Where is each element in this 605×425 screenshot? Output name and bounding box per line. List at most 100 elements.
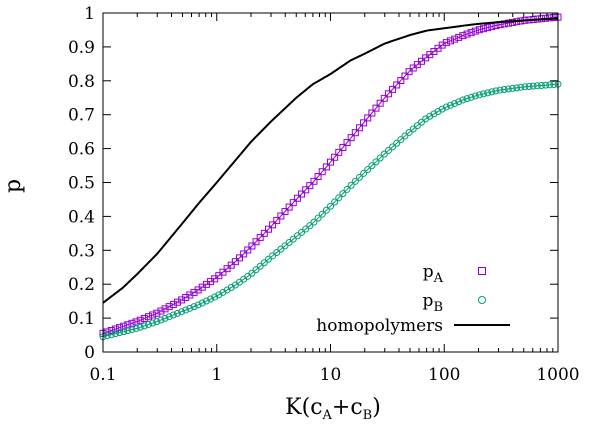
data-point	[124, 327, 132, 335]
data-point	[298, 228, 306, 236]
data-point	[467, 93, 475, 101]
data-point	[252, 238, 260, 246]
data-point	[269, 252, 277, 260]
data-point	[186, 304, 194, 312]
data-point	[393, 139, 401, 147]
data-point	[405, 68, 413, 76]
legend-label-homo: homopolymers	[316, 316, 443, 336]
data-point	[331, 198, 339, 206]
data-point	[223, 265, 231, 273]
data-point	[236, 254, 243, 262]
data-point	[463, 30, 471, 38]
data-point	[384, 90, 392, 98]
data-point	[140, 322, 148, 330]
data-point	[149, 319, 157, 327]
data-point	[339, 190, 347, 198]
series-line-homo	[102, 17, 559, 304]
y-axis-label: p	[1, 179, 26, 193]
data-point	[459, 32, 467, 40]
data-point	[455, 98, 463, 106]
data-point	[322, 206, 330, 214]
plot-area	[99, 13, 562, 341]
data-point	[132, 325, 140, 333]
data-point	[264, 225, 272, 233]
data-point	[149, 311, 157, 319]
data-point	[194, 301, 202, 309]
data-point	[140, 314, 148, 322]
data-point	[376, 99, 384, 107]
data-point	[550, 13, 558, 21]
data-point	[161, 314, 169, 322]
data-point	[368, 162, 376, 170]
data-point	[178, 296, 186, 304]
x-tick-label: 1	[211, 365, 222, 385]
data-point	[273, 248, 281, 256]
data-point	[480, 90, 488, 98]
data-point	[289, 235, 297, 243]
data-point	[111, 330, 119, 338]
data-point	[264, 255, 272, 263]
y-tick-label: 0	[84, 343, 95, 363]
data-point	[438, 41, 446, 49]
data-point	[306, 222, 314, 230]
data-point	[339, 143, 347, 151]
data-point	[343, 139, 351, 147]
data-point	[302, 186, 310, 194]
data-point	[418, 118, 425, 126]
data-point	[331, 153, 339, 161]
data-point	[103, 332, 111, 340]
y-tick-label: 0.4	[68, 207, 95, 227]
data-point	[298, 190, 306, 198]
data-point	[413, 122, 421, 130]
data-point	[397, 77, 405, 85]
legend-label-pA: pA	[423, 262, 444, 286]
data-point	[401, 132, 409, 140]
data-point	[202, 297, 210, 305]
data-point	[446, 101, 454, 109]
data-point	[372, 158, 380, 166]
data-point	[165, 303, 173, 311]
data-point	[343, 185, 351, 193]
data-point	[500, 86, 508, 94]
data-point	[471, 27, 479, 35]
data-point	[467, 29, 475, 37]
data-point	[480, 25, 488, 33]
legend-symbol-pB	[478, 296, 486, 304]
data-point	[537, 81, 545, 89]
data-point	[269, 221, 277, 229]
y-tick-label: 1	[84, 4, 95, 24]
data-point	[327, 202, 334, 210]
data-point	[542, 81, 550, 89]
data-point	[248, 242, 256, 250]
data-point	[273, 216, 281, 224]
data-point	[496, 86, 504, 94]
data-point	[240, 250, 248, 258]
data-point	[120, 328, 128, 336]
data-point	[260, 229, 268, 237]
data-point	[451, 100, 459, 108]
data-point	[107, 331, 115, 339]
data-point	[529, 82, 537, 90]
data-point	[190, 303, 198, 311]
data-point	[116, 329, 124, 337]
x-tick-label: 10	[320, 365, 342, 385]
data-point	[372, 104, 380, 112]
data-point	[401, 72, 409, 80]
data-point	[405, 128, 413, 136]
data-point	[244, 246, 252, 254]
x-axis-label: K(cA+cB)	[285, 395, 381, 423]
data-point	[198, 299, 206, 307]
data-point	[380, 94, 388, 102]
data-point	[376, 154, 384, 162]
data-point	[484, 89, 492, 97]
data-point	[293, 232, 301, 240]
data-point	[355, 173, 363, 181]
data-point	[364, 166, 372, 174]
x-tick-label: 1000	[536, 365, 579, 385]
data-point	[459, 96, 467, 104]
data-point	[310, 218, 318, 226]
data-point	[285, 238, 293, 246]
data-point	[389, 143, 397, 151]
data-point	[256, 234, 264, 242]
